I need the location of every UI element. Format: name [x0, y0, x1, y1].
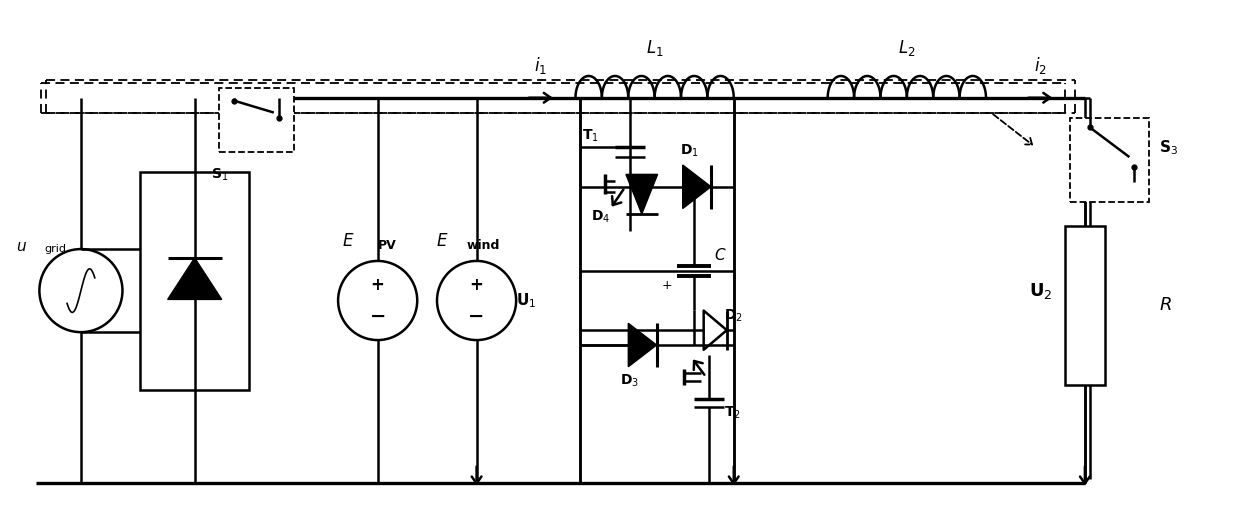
Text: $i_2$: $i_2$ [1034, 55, 1047, 76]
Bar [1070, 118, 1149, 202]
Polygon shape [629, 323, 657, 367]
Text: PV: PV [378, 239, 397, 251]
Text: U$_1$: U$_1$ [516, 291, 537, 310]
Text: $u$: $u$ [16, 239, 27, 253]
Text: U$_2$: U$_2$ [1029, 281, 1053, 300]
Text: $L_1$: $L_1$ [646, 38, 663, 58]
Bar [1065, 226, 1105, 385]
Text: +: + [470, 275, 484, 294]
Text: S$_3$: S$_3$ [1159, 138, 1178, 156]
Text: $E$: $E$ [435, 232, 448, 250]
Text: $i_1$: $i_1$ [534, 55, 547, 76]
Text: S$_1$: S$_1$ [211, 167, 228, 183]
Text: $E$: $E$ [342, 232, 355, 250]
Bar [140, 172, 249, 389]
Text: D$_2$: D$_2$ [724, 307, 743, 323]
Text: T$_2$: T$_2$ [724, 404, 740, 421]
Text: grid: grid [45, 244, 66, 254]
Polygon shape [683, 165, 711, 208]
Text: T$_1$: T$_1$ [582, 128, 599, 144]
Text: +: + [371, 275, 384, 294]
Text: D$_1$: D$_1$ [680, 143, 698, 159]
Text: D$_4$: D$_4$ [590, 209, 610, 225]
Text: $R$: $R$ [1159, 296, 1172, 314]
Text: −: − [370, 307, 386, 326]
Text: $L_2$: $L_2$ [898, 38, 915, 58]
Text: +: + [661, 278, 672, 292]
Polygon shape [626, 174, 657, 214]
Polygon shape [167, 258, 222, 299]
Text: −: − [469, 307, 485, 326]
Text: $C$: $C$ [714, 247, 727, 263]
Text: wind: wind [466, 239, 500, 251]
Text: D$_3$: D$_3$ [620, 373, 640, 389]
Bar [219, 88, 294, 152]
